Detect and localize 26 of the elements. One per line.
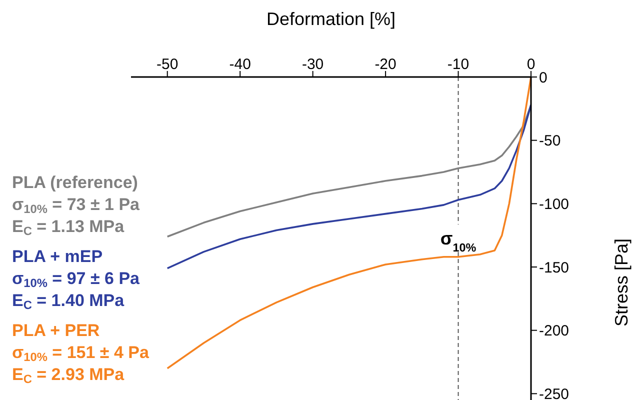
- x-tick-label: 0: [526, 56, 536, 73]
- x-tick-label: -10: [447, 56, 470, 73]
- line-series: [166, 104, 531, 270]
- text: E$_{C}$ = 1.13 MPa: [12, 216, 126, 238]
- text: PLA (reference): [12, 172, 139, 194]
- text: E$_{C}$ = 2.93 MPa: [12, 364, 126, 386]
- ref-line-label: σ$_{10%}$: [440, 228, 477, 254]
- annotation: σ$_{10%}$ = 73 ± 1 Pa: [12, 194, 140, 216]
- x-tick-label: -50: [156, 56, 178, 73]
- x-tick-label: -30: [302, 56, 324, 73]
- annotation: σ$_{10%}$ = 97 ± 6 Pa: [12, 268, 140, 290]
- text: E$_{C}$ = 1.40 MPa: [12, 290, 126, 312]
- annotation: σ$_{10%}$ = 151 ± 4 Pa: [12, 342, 149, 364]
- y-tick-label: -150: [539, 259, 570, 276]
- y-tick-label: -100: [539, 196, 570, 213]
- y-axis-title: Stress [Pa]: [611, 238, 632, 327]
- y-tick-label: -200: [539, 322, 570, 340]
- x-axis-title: Deformation [%]: [266, 8, 396, 29]
- x-tick-label: -40: [229, 56, 251, 73]
- line-series: [166, 77, 531, 370]
- y-tick-label: 0: [539, 69, 548, 86]
- x-tick-label: -20: [374, 56, 396, 73]
- text: PLA + mEP: [12, 246, 104, 268]
- text: PLA + PER: [12, 320, 101, 342]
- y-tick-label: -250: [539, 386, 570, 400]
- y-tick-label: -50: [539, 132, 561, 150]
